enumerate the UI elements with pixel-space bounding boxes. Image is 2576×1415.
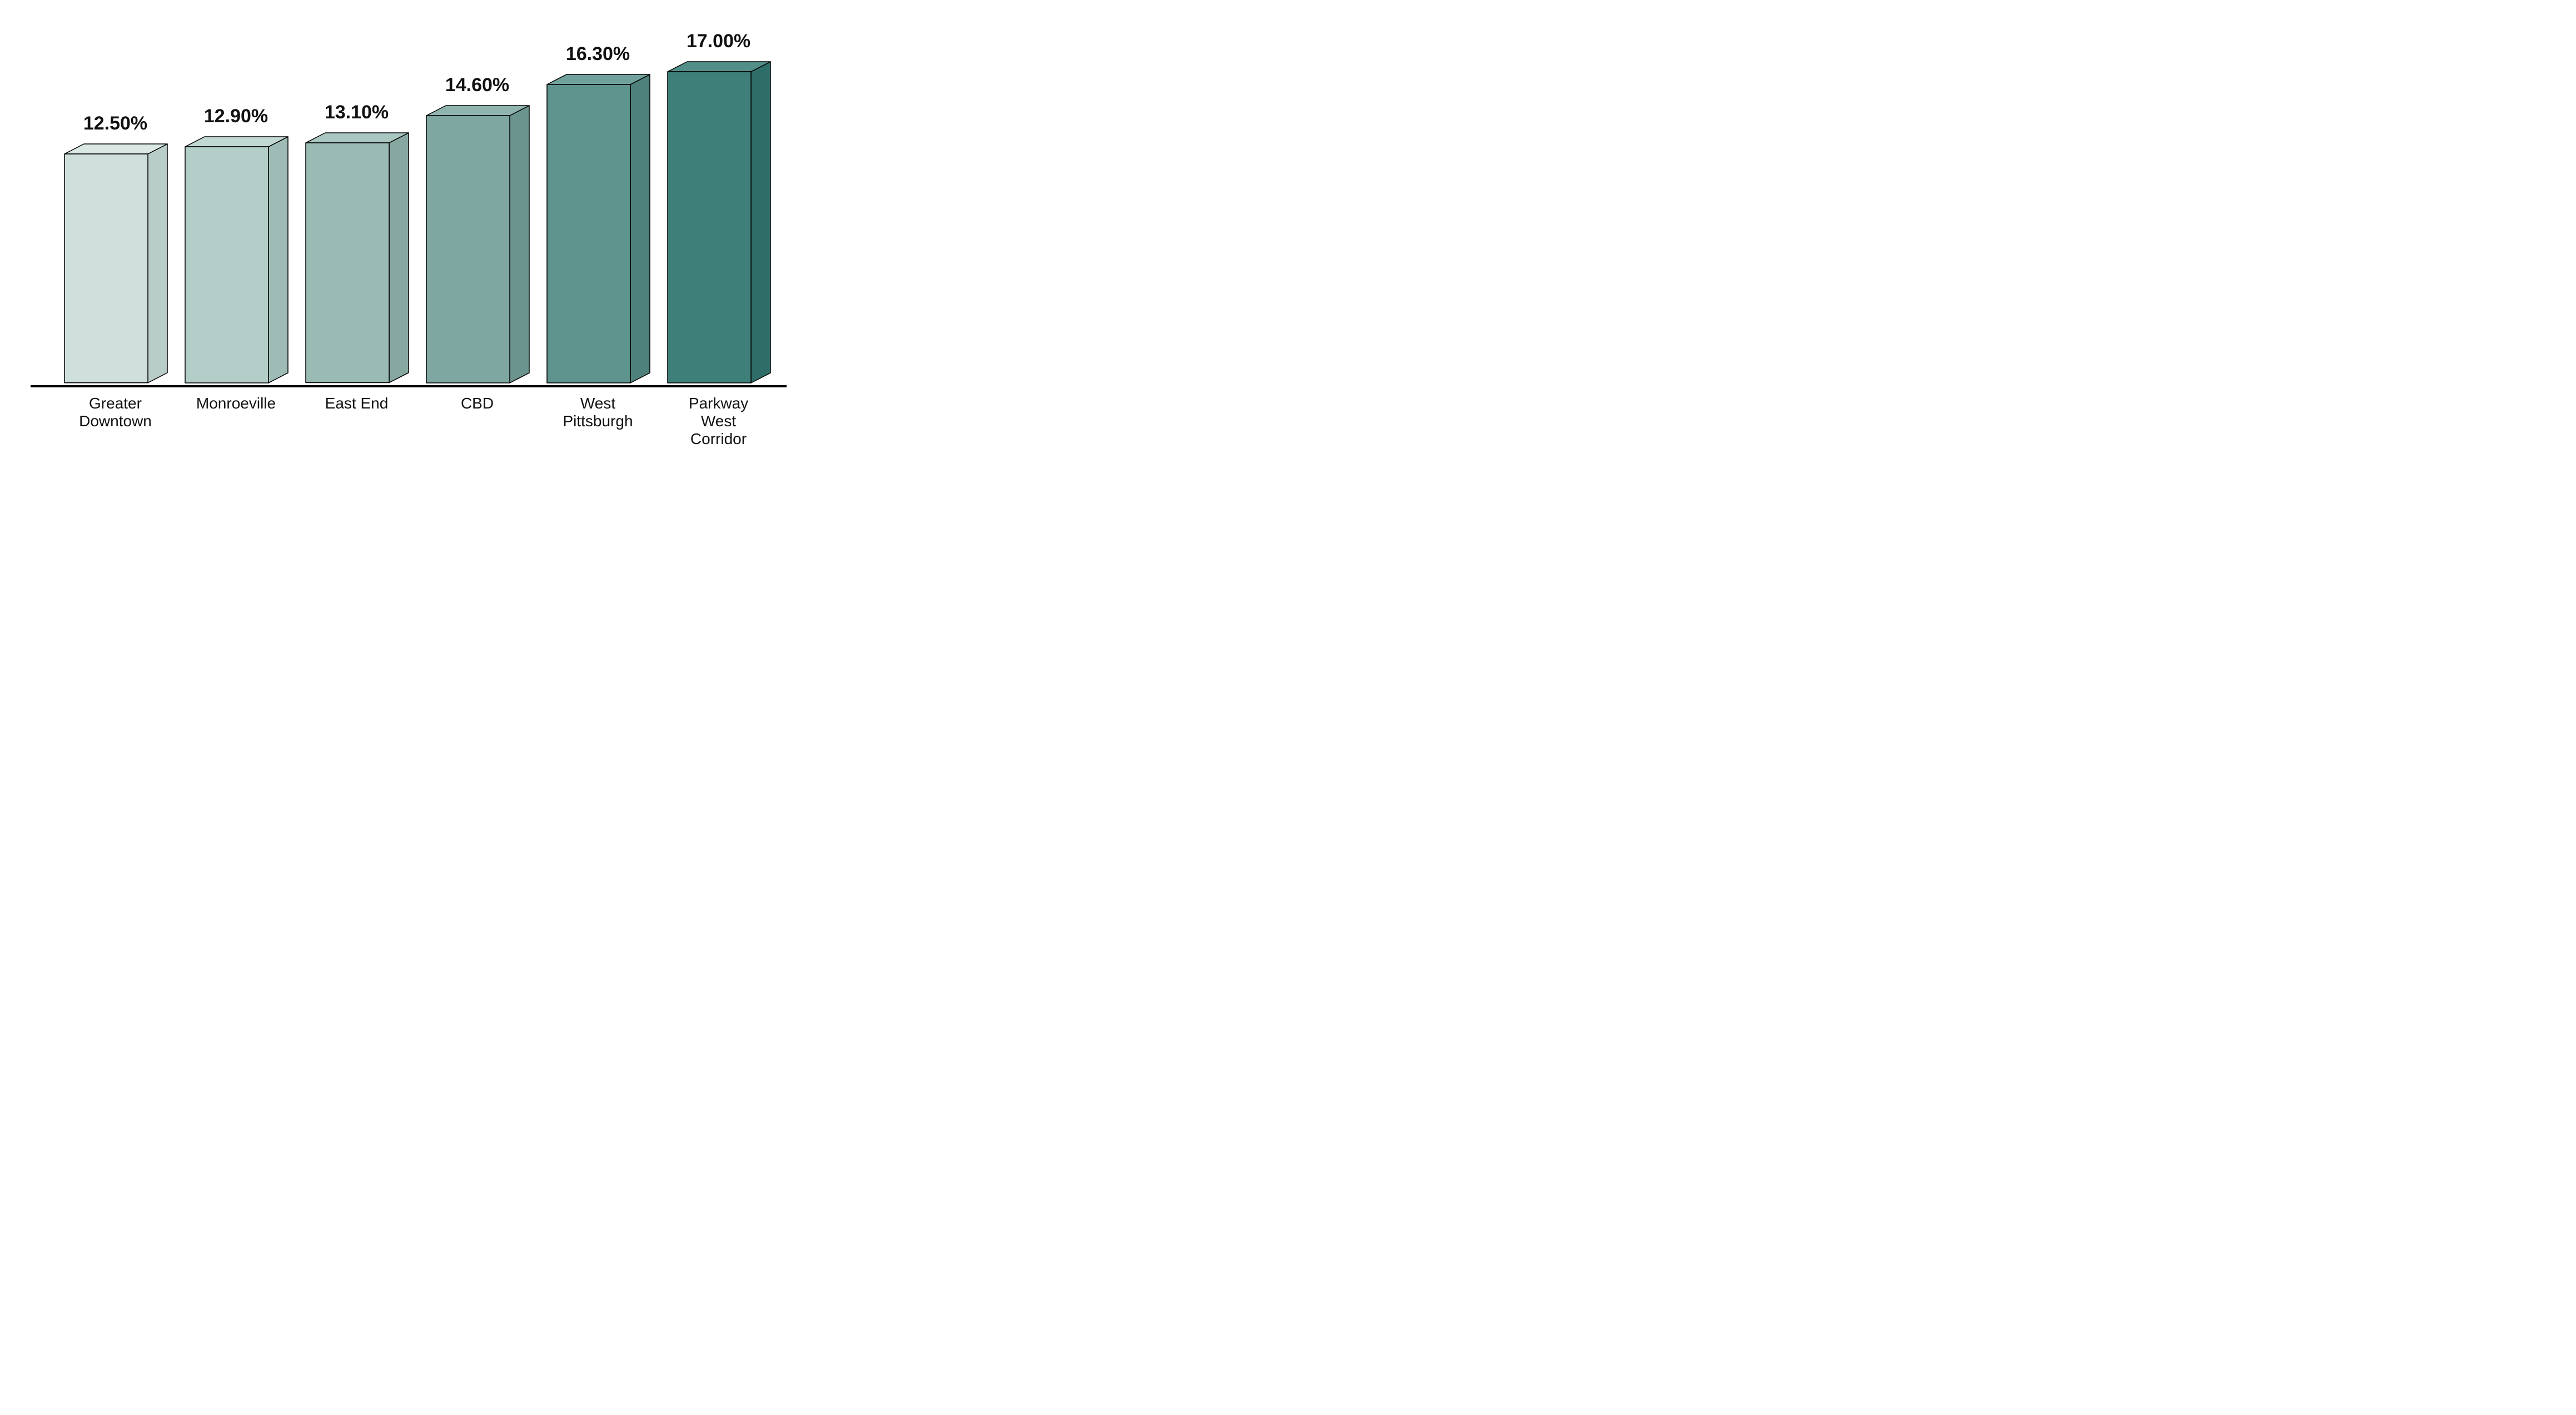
bar: 14.60%CBD [426, 0, 529, 383]
bar-category-label: Greater Downtown [53, 395, 178, 430]
bar-value-label: 14.60% [426, 74, 529, 96]
bar-category-label: CBD [415, 395, 540, 412]
bar-shape [64, 143, 168, 383]
bar-value-label: 16.30% [546, 43, 649, 65]
bar: 16.30%West Pittsburgh [546, 0, 649, 383]
infographic-stage: OFFICE VACANCY 12.50%Greater Downtown12.… [0, 0, 811, 446]
bar: 13.10%East End [305, 0, 408, 383]
bar-side [389, 133, 409, 383]
bar-side [630, 74, 650, 383]
x-axis [31, 385, 787, 387]
bar-category-label: Parkway West Corridor [656, 395, 781, 446]
bar-side [268, 137, 288, 383]
bar-category-label: East End [294, 395, 419, 412]
bar-shape [546, 74, 650, 383]
bar-shape [305, 132, 409, 383]
bar-shape [667, 61, 771, 383]
bar: 12.90%Monroeville [185, 0, 287, 383]
bar-side [510, 106, 529, 383]
bar-value-label: 17.00% [667, 31, 770, 52]
bar-front [185, 147, 268, 383]
bar-shape [185, 136, 289, 383]
bar-front [668, 72, 751, 383]
bar-shape [426, 105, 530, 383]
bar-front [547, 84, 630, 383]
bar-side [148, 144, 167, 383]
bar: 12.50%Greater Downtown [64, 0, 167, 383]
bar-front [306, 143, 389, 383]
bar-front [426, 116, 510, 383]
bar-category-label: Monroeville [173, 395, 299, 412]
bar-category-label: West Pittsburgh [535, 395, 660, 430]
bar-value-label: 12.90% [185, 106, 287, 127]
bar-value-label: 12.50% [64, 113, 167, 134]
bar-front [64, 154, 148, 383]
bar-side [751, 62, 770, 383]
bar-value-label: 13.10% [305, 102, 408, 123]
bar: 17.00%Parkway West Corridor [667, 0, 770, 383]
